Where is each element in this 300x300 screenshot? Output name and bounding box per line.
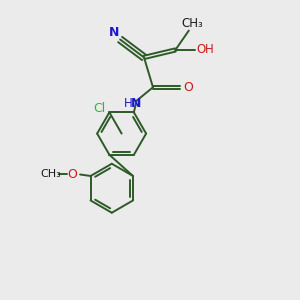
Text: N: N: [130, 97, 141, 110]
Text: H: H: [124, 97, 133, 110]
Text: N: N: [108, 26, 119, 39]
Text: CH₃: CH₃: [41, 169, 62, 179]
Text: Cl: Cl: [94, 102, 106, 115]
Text: O: O: [196, 43, 206, 56]
Text: O: O: [67, 168, 77, 181]
Text: CH₃: CH₃: [181, 17, 203, 31]
Text: H: H: [205, 43, 213, 56]
Text: O: O: [183, 81, 193, 94]
